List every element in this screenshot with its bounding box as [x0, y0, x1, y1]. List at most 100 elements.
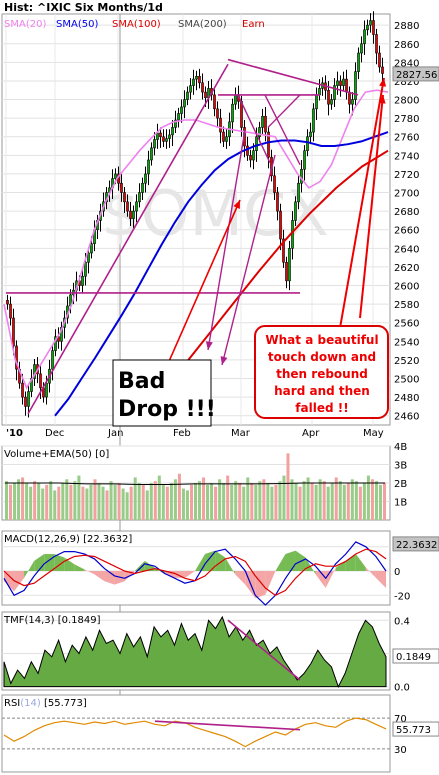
- candle-body: [51, 350, 54, 370]
- callout-arrow-head: [378, 95, 386, 104]
- candle-body: [177, 113, 180, 121]
- volume-bar: [53, 490, 57, 520]
- volume-bar: [21, 477, 25, 520]
- macd-histogram: [225, 557, 236, 575]
- candle-body: [141, 182, 144, 193]
- macd-histogram: [4, 571, 15, 592]
- volume-bar: [250, 483, 254, 520]
- candle-body: [24, 396, 27, 407]
- volume-bar: [314, 484, 318, 520]
- volume-bar: [334, 477, 338, 520]
- volume-bar: [45, 484, 49, 520]
- macd-histogram: [335, 560, 346, 572]
- volume-bar: [262, 479, 266, 520]
- macd-histogram: [325, 567, 336, 589]
- bad-drop-box: [112, 359, 212, 427]
- trend-line: [267, 94, 301, 128]
- tmf-trend-line: [227, 619, 301, 681]
- volume-bar: [302, 481, 306, 520]
- macd-histogram: [24, 560, 35, 578]
- candle-body: [45, 382, 48, 398]
- volume-bar: [185, 490, 189, 520]
- volume-bar: [61, 483, 65, 520]
- price-tick-label: 2560: [394, 319, 419, 330]
- candle-body: [306, 136, 309, 151]
- candle-body: [258, 127, 261, 138]
- macd-histogram: [74, 564, 85, 572]
- volume-bar: [73, 481, 77, 520]
- volume-bar: [350, 479, 354, 520]
- last-price-tag: [392, 66, 439, 82]
- price-tick-label: 2460: [394, 412, 419, 423]
- price-tick-label: 2820: [394, 77, 419, 88]
- candle-body: [6, 300, 9, 305]
- candle-body: [192, 78, 195, 86]
- candle-body: [213, 94, 216, 110]
- macd-histogram: [365, 567, 376, 578]
- volume-bar: [326, 486, 330, 520]
- volume-bar: [318, 479, 322, 520]
- macd-histogram: [285, 550, 296, 572]
- candle-body: [168, 134, 171, 139]
- candle-body: [357, 52, 360, 72]
- callout-text-line: hard and then: [274, 384, 370, 398]
- volume-bar: [226, 475, 230, 520]
- candle-body: [222, 131, 225, 142]
- candle-body: [333, 85, 336, 100]
- candle-body: [186, 91, 189, 100]
- rsi-panel-frame: [1, 694, 391, 773]
- candle-body: [12, 317, 15, 347]
- price-tick-label: 2660: [394, 226, 419, 237]
- candle-body: [189, 85, 192, 93]
- legend-item: SMA(200): [178, 19, 227, 30]
- macd-signal-line: [3, 548, 387, 596]
- candle-body: [378, 52, 381, 68]
- rsi-tick-label: 30: [394, 745, 407, 756]
- candle-body: [183, 99, 186, 108]
- candle-body: [132, 210, 135, 219]
- volume-bar: [109, 481, 113, 520]
- macd-value-tag: [392, 536, 439, 552]
- volume-bar: [342, 484, 346, 520]
- candle-body: [33, 364, 36, 379]
- trend-line: [264, 94, 301, 165]
- candle-body: [195, 76, 198, 80]
- volume-bar: [258, 481, 262, 520]
- candle-body: [327, 89, 330, 105]
- volume-bar: [85, 488, 89, 520]
- volume-bar: [282, 475, 286, 520]
- candle-body: [162, 136, 165, 142]
- volume-bar: [370, 479, 374, 520]
- macd-histogram: [275, 554, 286, 572]
- candle-body: [282, 238, 285, 263]
- macd-histogram: [14, 571, 25, 592]
- macd-value-label: 22.3632: [396, 540, 437, 551]
- price-tick-label: 2700: [394, 189, 419, 200]
- volume-bar: [101, 486, 105, 520]
- candle-body: [345, 78, 348, 93]
- candle-body: [159, 132, 162, 138]
- candle-body: [252, 150, 255, 161]
- macd-histogram: [345, 554, 356, 572]
- trend-line: [227, 58, 359, 96]
- price-tick-label: 2500: [394, 375, 419, 386]
- candle-body: [246, 145, 249, 156]
- rsi-value-label: 55.773: [396, 725, 431, 736]
- volume-bar: [298, 486, 302, 520]
- volume-bar: [69, 484, 73, 520]
- rsi-value-bracket: [55.773]: [41, 698, 87, 709]
- volume-tick-label: 1B: [394, 498, 407, 509]
- volume-bar: [294, 483, 298, 520]
- rsi-period: (14): [20, 698, 41, 709]
- candle-body: [363, 29, 366, 45]
- price-tick-label: 2760: [394, 133, 419, 144]
- volume-bar: [149, 483, 153, 520]
- volume-bar: [278, 481, 282, 520]
- candle-body: [147, 159, 150, 175]
- rsi-tick-label: 70: [394, 714, 407, 725]
- candle-body: [114, 173, 117, 179]
- volume-ema-line: [5, 482, 385, 485]
- trend-line: [27, 63, 229, 415]
- volume-bar: [105, 490, 109, 520]
- month-label: '10: [6, 428, 23, 439]
